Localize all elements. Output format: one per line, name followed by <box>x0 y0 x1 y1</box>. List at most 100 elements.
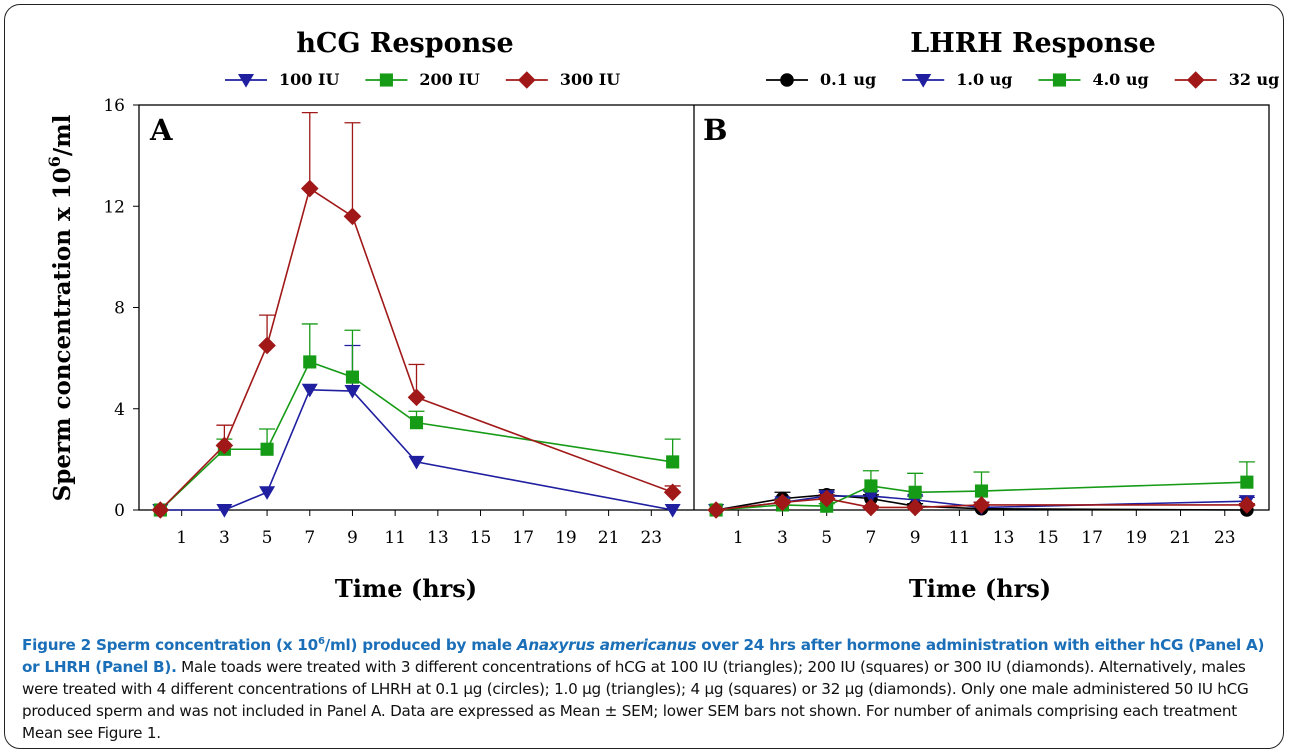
panel-a-x-tick-label: 21 <box>598 528 620 548</box>
figure-frame <box>4 4 1284 749</box>
data-point <box>151 501 170 519</box>
panel-a-x-tick-label: 1 <box>176 528 187 548</box>
panel-a-x-tick-label: 11 <box>384 528 406 548</box>
legend-label: 4.0 ug <box>1092 70 1148 89</box>
data-point <box>344 385 361 399</box>
caption-species: Anaxyrus americanus <box>516 636 697 655</box>
figure-caption: Figure 2 Sperm concentration (x 106/ml) … <box>22 631 1272 744</box>
panel-a-legend-item-0: 100 IU <box>225 70 339 89</box>
data-point <box>260 442 274 456</box>
panel-a-x-tick-label: 17 <box>512 528 534 548</box>
panel-a-legend-item-1: 200 IU <box>365 70 480 89</box>
legend-swatch-marker <box>518 71 536 89</box>
data-point <box>773 493 792 512</box>
panel-a-data <box>151 111 682 519</box>
data-point <box>216 504 233 518</box>
data-point <box>862 498 880 517</box>
panel-a-x-tick-label: 19 <box>555 528 577 548</box>
panel-b-series-3 <box>707 489 1256 519</box>
panel-a-x-axis-label: Time (hrs) <box>335 574 477 603</box>
caption-heading: Figure 2 Sperm concentration (x 106/ml) … <box>22 636 1264 676</box>
panel-b-title: LHRH Response <box>910 28 1156 59</box>
y-tick-label: 8 <box>114 299 125 319</box>
panel-b-legend-item-1: 1.0 ug <box>902 70 1012 89</box>
y-axis-label-exponent: 6 <box>45 156 64 167</box>
data-point <box>303 355 317 369</box>
panel-a-series-1 <box>153 323 681 517</box>
data-point <box>408 455 425 470</box>
data-point <box>666 455 680 469</box>
panel-b-legend-item-0: 0.1 ug <box>766 70 876 89</box>
data-point <box>409 416 424 430</box>
panel-a-x-tick-label: 5 <box>262 528 273 548</box>
data-point <box>663 483 682 502</box>
legend-label: 300 IU <box>560 70 620 89</box>
data-point <box>300 179 319 198</box>
panel-b-axes: 1 3 5 7 9 11 13 15 17 19 21 23 <box>733 510 1236 548</box>
caption-head-sup: 6 <box>317 636 325 647</box>
panel-a-legend-item-2: 300 IU <box>505 70 620 89</box>
panel-a-x-tick-label: 3 <box>219 528 230 548</box>
y-axis-label: Sperm concentration x 106/ml <box>45 114 76 501</box>
data-point <box>817 489 836 508</box>
y-tick-label: 4 <box>114 400 125 420</box>
panel-b-legend-item-3: 32 ug <box>1174 70 1280 89</box>
panel-a-title: hCG Response <box>296 28 513 59</box>
data-point <box>345 370 360 384</box>
data-point <box>974 484 989 498</box>
panel-b-x-tick-label: 19 <box>1125 528 1147 548</box>
panel-b-x-tick-label: 11 <box>949 528 971 548</box>
caption-figure-label: Figure 2 <box>22 636 91 655</box>
data-point <box>1240 475 1254 489</box>
legend-label: 100 IU <box>279 70 339 89</box>
data-point <box>862 490 879 504</box>
panel-a-x-tick-label: 13 <box>427 528 449 548</box>
caption-head-pre: Sperm concentration (x 10 <box>90 636 318 655</box>
panel-b-x-tick-label: 17 <box>1081 528 1103 548</box>
data-point <box>258 336 276 355</box>
y-axis-label-text: Sperm concentration x 10 <box>49 167 76 501</box>
panel-b-x-tick-label: 13 <box>993 528 1015 548</box>
figure-chart: hCG Response LHRH Response 100 IU 200 IU 3… <box>45 28 1280 603</box>
legend-swatch-marker <box>1186 71 1205 89</box>
legend-swatch-marker <box>379 73 393 87</box>
panel-a-series-2 <box>151 111 682 519</box>
y-tick-label: 0 <box>114 501 125 521</box>
legend-label: 32 ug <box>1229 70 1280 89</box>
panel-a-x-tick-label: 15 <box>470 528 492 548</box>
panel-b-x-axis-label: Time (hrs) <box>909 574 1051 603</box>
plot-area-border <box>138 104 1270 511</box>
panel-a-label: A <box>149 113 173 147</box>
panel-b-data <box>707 461 1256 519</box>
panel-b-x-tick-label: 21 <box>1170 528 1192 548</box>
panel-b-x-tick-label: 23 <box>1214 528 1236 548</box>
panel-b-legend-item-2: 4.0 ug <box>1038 70 1149 89</box>
legend-swatch-marker <box>915 74 932 88</box>
panel-b-x-tick-label: 15 <box>1037 528 1059 548</box>
legend-label: 1.0 ug <box>956 70 1012 89</box>
legend-label: 0.1 ug <box>820 70 876 89</box>
caption-head-mid: /ml) produced by male <box>324 636 517 655</box>
y-tick-label: 12 <box>103 197 125 217</box>
data-point <box>906 498 924 517</box>
panel-b-label: B <box>703 113 728 147</box>
data-point <box>343 207 362 226</box>
data-point <box>1238 496 1256 514</box>
data-point <box>259 486 276 500</box>
legend-swatch-marker <box>1052 73 1067 87</box>
panel-a-x-tick-label: 7 <box>304 528 315 548</box>
data-point <box>972 496 991 514</box>
data-point <box>301 383 318 398</box>
panel-a-legend: 100 IU 200 IU 300 IU <box>225 70 620 89</box>
legend-label: 200 IU <box>419 70 479 89</box>
data-point <box>664 504 681 518</box>
panel-b-x-tick-label: 1 <box>733 528 744 548</box>
data-point <box>908 485 922 499</box>
panel-a-x-tick-label: 23 <box>640 528 662 548</box>
y-tick-label: 16 <box>103 96 125 116</box>
legend-swatch-marker <box>238 74 254 88</box>
panel-b-x-tick-label: 5 <box>821 528 832 548</box>
data-point <box>864 479 878 493</box>
data-point <box>215 436 234 455</box>
